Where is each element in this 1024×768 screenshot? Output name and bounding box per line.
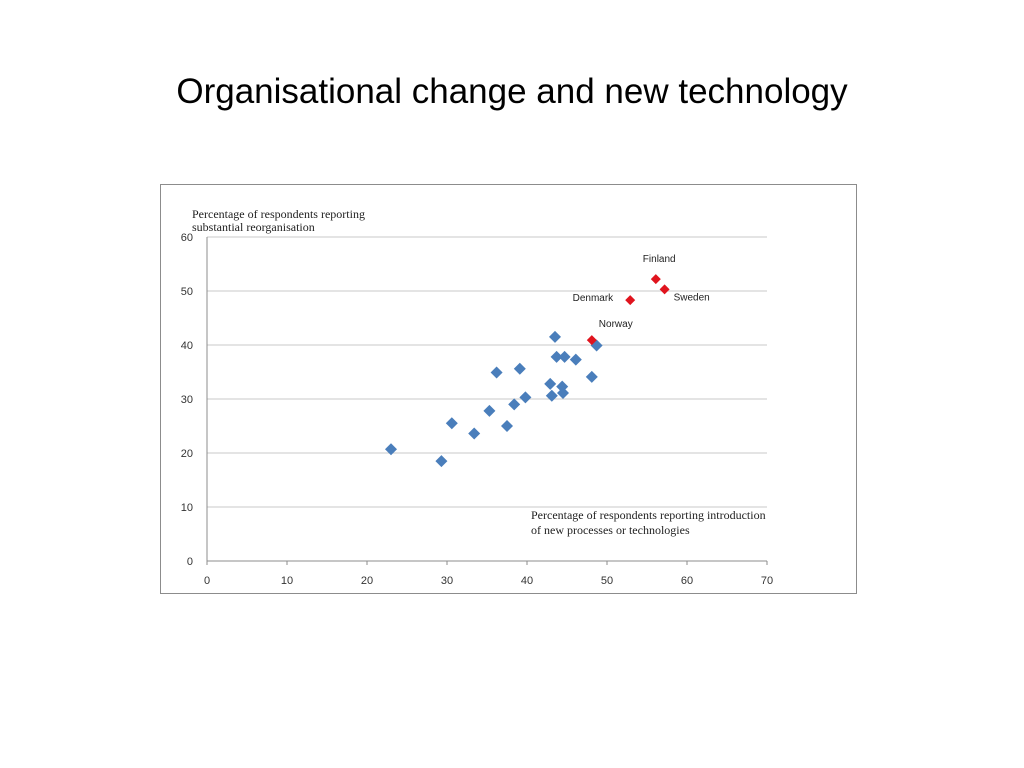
y-tick-label: 0 <box>187 556 193 568</box>
point-label: Norway <box>599 319 633 330</box>
data-point <box>556 380 569 393</box>
point-label: Sweden <box>674 292 710 303</box>
data-point <box>513 362 526 375</box>
point-label: Finland <box>643 254 676 265</box>
data-point <box>550 350 563 363</box>
x-tick-label: 20 <box>361 575 373 587</box>
x-tick-label: 0 <box>204 575 210 587</box>
data-point <box>545 389 558 402</box>
chart-canvas: 0 10 20 30 40 50 60 0 10 20 30 40 50 60 70 Percentage o… <box>181 207 773 587</box>
y-axis-label: substantial reorganisation <box>192 220 315 234</box>
data-point <box>468 427 481 440</box>
y-tick-label: 20 <box>181 448 193 460</box>
data-point <box>590 339 603 352</box>
data-point <box>625 295 636 306</box>
x-tick-label: 70 <box>761 575 773 587</box>
data-point <box>519 391 532 404</box>
data-point <box>508 398 521 411</box>
data-point <box>501 420 513 432</box>
data-point <box>585 370 598 383</box>
y-tick-label: 10 <box>181 502 193 514</box>
y-tick-label: 30 <box>181 394 193 406</box>
data-point <box>659 284 670 295</box>
data-point <box>558 350 571 363</box>
x-tick-label: 30 <box>441 575 453 587</box>
data-point <box>557 387 569 400</box>
data-point <box>490 366 503 379</box>
x-tick-label: 40 <box>521 575 533 587</box>
data-point <box>385 443 397 456</box>
data-point <box>435 455 448 468</box>
data-point <box>586 335 597 346</box>
y-axis-label: Percentage of respondents reporting <box>192 207 365 221</box>
data-point <box>569 353 582 366</box>
data-point <box>445 417 458 430</box>
data-point <box>549 330 561 343</box>
y-tick-label: 60 <box>181 232 193 244</box>
x-tick-label: 60 <box>681 575 693 587</box>
data-point <box>483 404 496 417</box>
data-point <box>650 274 661 285</box>
x-tick-label: 50 <box>601 575 613 587</box>
y-tick-label: 50 <box>181 286 193 298</box>
point-label: Denmark <box>573 293 615 304</box>
data-point <box>544 377 557 390</box>
x-axis-label: Percentage of respondents reporting intr… <box>531 508 766 522</box>
scatter-chart: 0 10 20 30 40 50 60 0 10 20 30 40 50 60 70 Percentage o… <box>160 184 857 594</box>
slide-title: Organisational change and new technology <box>176 72 848 111</box>
y-tick-label: 40 <box>181 340 193 352</box>
x-tick-label: 10 <box>281 575 293 587</box>
x-axis-label: of new processes or technologies <box>531 523 690 537</box>
